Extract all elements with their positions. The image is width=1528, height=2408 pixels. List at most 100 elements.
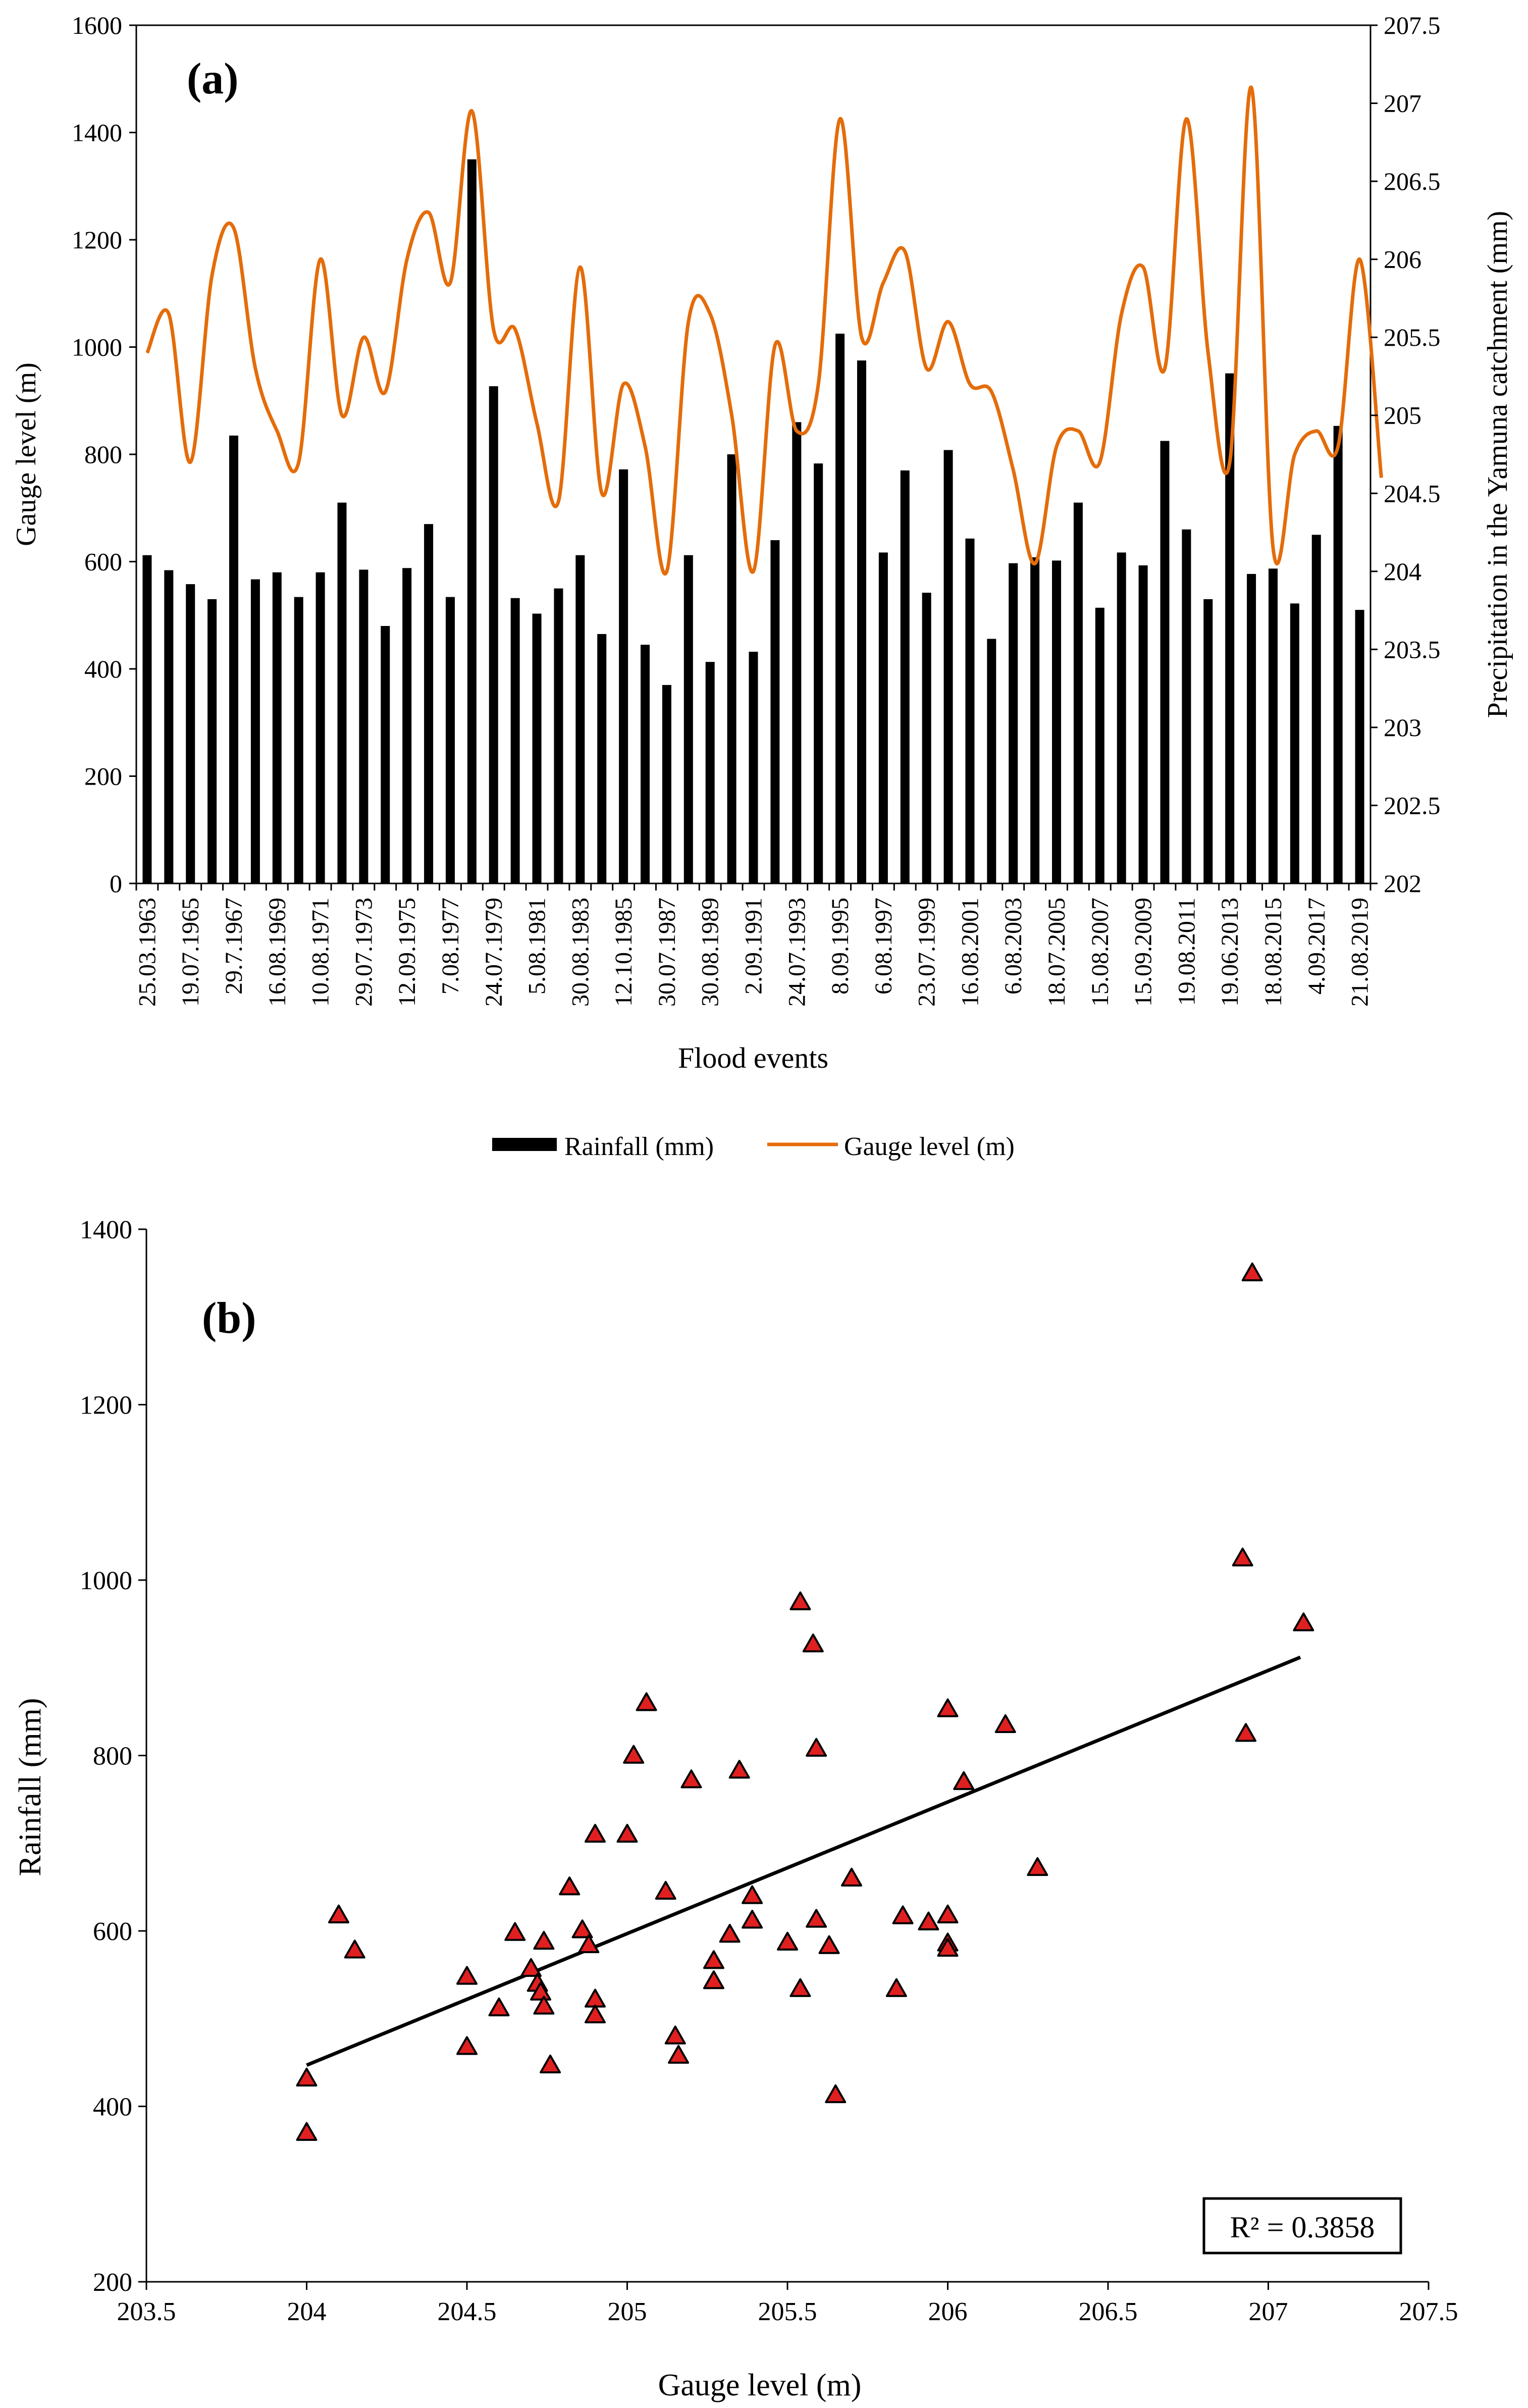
x-tick-label: 12.09.1975 [394, 898, 420, 1007]
chart-a-x-tick-labels: 25.03.1963 19.07.1965 29.7.1967 16.08.1969 1… [134, 898, 1373, 1007]
x-tick-label: 8.09.1995 [827, 898, 854, 994]
rainfall-bar [554, 588, 563, 883]
x-tick-label: 23.07.1999 [914, 898, 940, 1007]
rainfall-bar [900, 470, 910, 883]
scatter-point [578, 1934, 600, 1954]
x-tick-label: 19.06.2013 [1217, 898, 1243, 1007]
x-tick-label: 12.10.1985 [610, 898, 637, 1007]
x-tick-label: 203.5 [117, 2297, 176, 2326]
rainfall-bar [792, 422, 802, 883]
scatter-point [918, 1911, 939, 1930]
right-tick-label: 204 [1384, 557, 1421, 586]
x-tick-label: 29.07.1973 [350, 898, 377, 1007]
x-tick-label: 207 [1249, 2297, 1288, 2326]
rainfall-bar [922, 593, 931, 883]
scatter-point [616, 1823, 638, 1843]
scatter-point [953, 1771, 975, 1790]
rainfall-bar [1311, 535, 1321, 883]
legend-swatch-rainfall [492, 1138, 557, 1151]
scatter-point [585, 2004, 606, 2024]
rainfall-bar [1073, 502, 1083, 883]
scatter-point [328, 1904, 349, 1923]
scatter-point [742, 1885, 763, 1904]
rainfall-bar [337, 502, 347, 883]
x-tick-label: 205 [608, 2297, 647, 2326]
rainfall-bar [683, 555, 693, 883]
rainfall-bar [510, 598, 520, 883]
y-tick-label: 1000 [80, 1566, 132, 1595]
scatter-point [655, 1880, 676, 1900]
x-tick-label: 30.07.1987 [654, 898, 680, 1007]
scatter-point [344, 1940, 365, 1959]
rainfall-bar [1117, 552, 1126, 883]
x-tick-label: 6.08.2003 [1000, 898, 1027, 994]
chart-a-panel-label: (a) [187, 55, 239, 103]
x-tick-label: 29.7.1967 [221, 898, 247, 994]
x-tick-label: 18.08.2015 [1260, 898, 1287, 1007]
left-tick-label: 1000 [72, 333, 122, 361]
x-tick-label: 206.5 [1079, 2297, 1138, 2326]
x-tick-label: 6.08.1997 [870, 898, 897, 994]
rainfall-bar [1247, 573, 1256, 883]
scatter-point [1232, 1547, 1253, 1566]
scatter-point [825, 2084, 847, 2104]
chart-b-points [296, 1262, 1314, 2141]
r2-text: R² = 0.3858 [1230, 2211, 1375, 2244]
rainfall-bar [575, 555, 585, 883]
chart-a-bars [142, 159, 1364, 883]
right-tick-label: 205 [1384, 401, 1421, 430]
x-tick-label: 16.08.2001 [957, 898, 983, 1007]
scatter-point [841, 1867, 862, 1887]
left-tick-label: 0 [110, 869, 122, 898]
left-tick-label: 1200 [72, 226, 122, 254]
chart-b-axes [138, 1228, 1430, 2290]
x-tick-label: 19.08.2011 [1173, 898, 1200, 1006]
rainfall-bar [489, 386, 498, 883]
scatter-point [533, 1996, 555, 2015]
y-tick-label: 400 [93, 2093, 132, 2122]
scatter-point [1235, 1723, 1257, 1742]
rainfall-bar [987, 639, 996, 883]
rainfall-bar [445, 597, 455, 883]
scatter-point [1027, 1857, 1048, 1876]
left-tick-label: 800 [84, 440, 122, 468]
x-tick-label: 21.08.2019 [1347, 898, 1374, 1007]
scatter-point [636, 1692, 657, 1711]
scatter-point [520, 1958, 542, 1977]
chart-a-left-tick-labels: 0 200 400 600 800 1000 1200 1400 1600 [72, 11, 122, 898]
chart-a-legend: Rainfall (mm) Gauge level (m) [492, 1132, 1015, 1161]
right-tick-label: 206.5 [1384, 167, 1441, 195]
scatter-point [789, 1591, 811, 1610]
right-tick-label: 206 [1384, 245, 1421, 274]
scatter-point [504, 1922, 526, 1941]
rainfall-bar [1138, 565, 1148, 883]
chart-b-x-axis-label: Gauge level (m) [658, 2368, 862, 2402]
rainfall-bar [597, 634, 607, 883]
rainfall-bar [1268, 568, 1278, 883]
scatter-point [937, 1698, 959, 1717]
x-tick-label: 10.08.1971 [307, 898, 334, 1007]
scatter-point [802, 1633, 824, 1653]
rainfall-bar [1225, 373, 1235, 883]
left-tick-label: 400 [84, 655, 122, 683]
right-tick-label: 205.5 [1384, 323, 1441, 351]
x-tick-label: 25.03.1963 [134, 898, 161, 1007]
rainfall-bar [315, 572, 325, 883]
rainfall-bar [814, 463, 823, 883]
right-tick-label: 202 [1384, 869, 1421, 898]
y-tick-label: 800 [93, 1742, 132, 1771]
scatter-point [892, 1905, 914, 1924]
rainfall-bar [207, 599, 217, 883]
chart-b-x-tick-labels: 203.5 204 204.5 205 205.5 206 206.5 207 207.5 [117, 2297, 1458, 2326]
rainfall-bar [467, 159, 477, 883]
x-tick-label: 4.09.2017 [1303, 898, 1330, 994]
left-tick-label: 1600 [72, 11, 122, 39]
x-tick-label: 15.09.2009 [1130, 898, 1157, 1007]
scatter-point [559, 1876, 581, 1896]
rainfall-bar [229, 435, 239, 883]
scatter-point [742, 1910, 763, 1929]
rainfall-bar [1009, 563, 1018, 883]
rainfall-bar [1333, 426, 1343, 883]
scatter-point [728, 1760, 750, 1779]
legend-label-gauge: Gauge level (m) [844, 1132, 1015, 1161]
